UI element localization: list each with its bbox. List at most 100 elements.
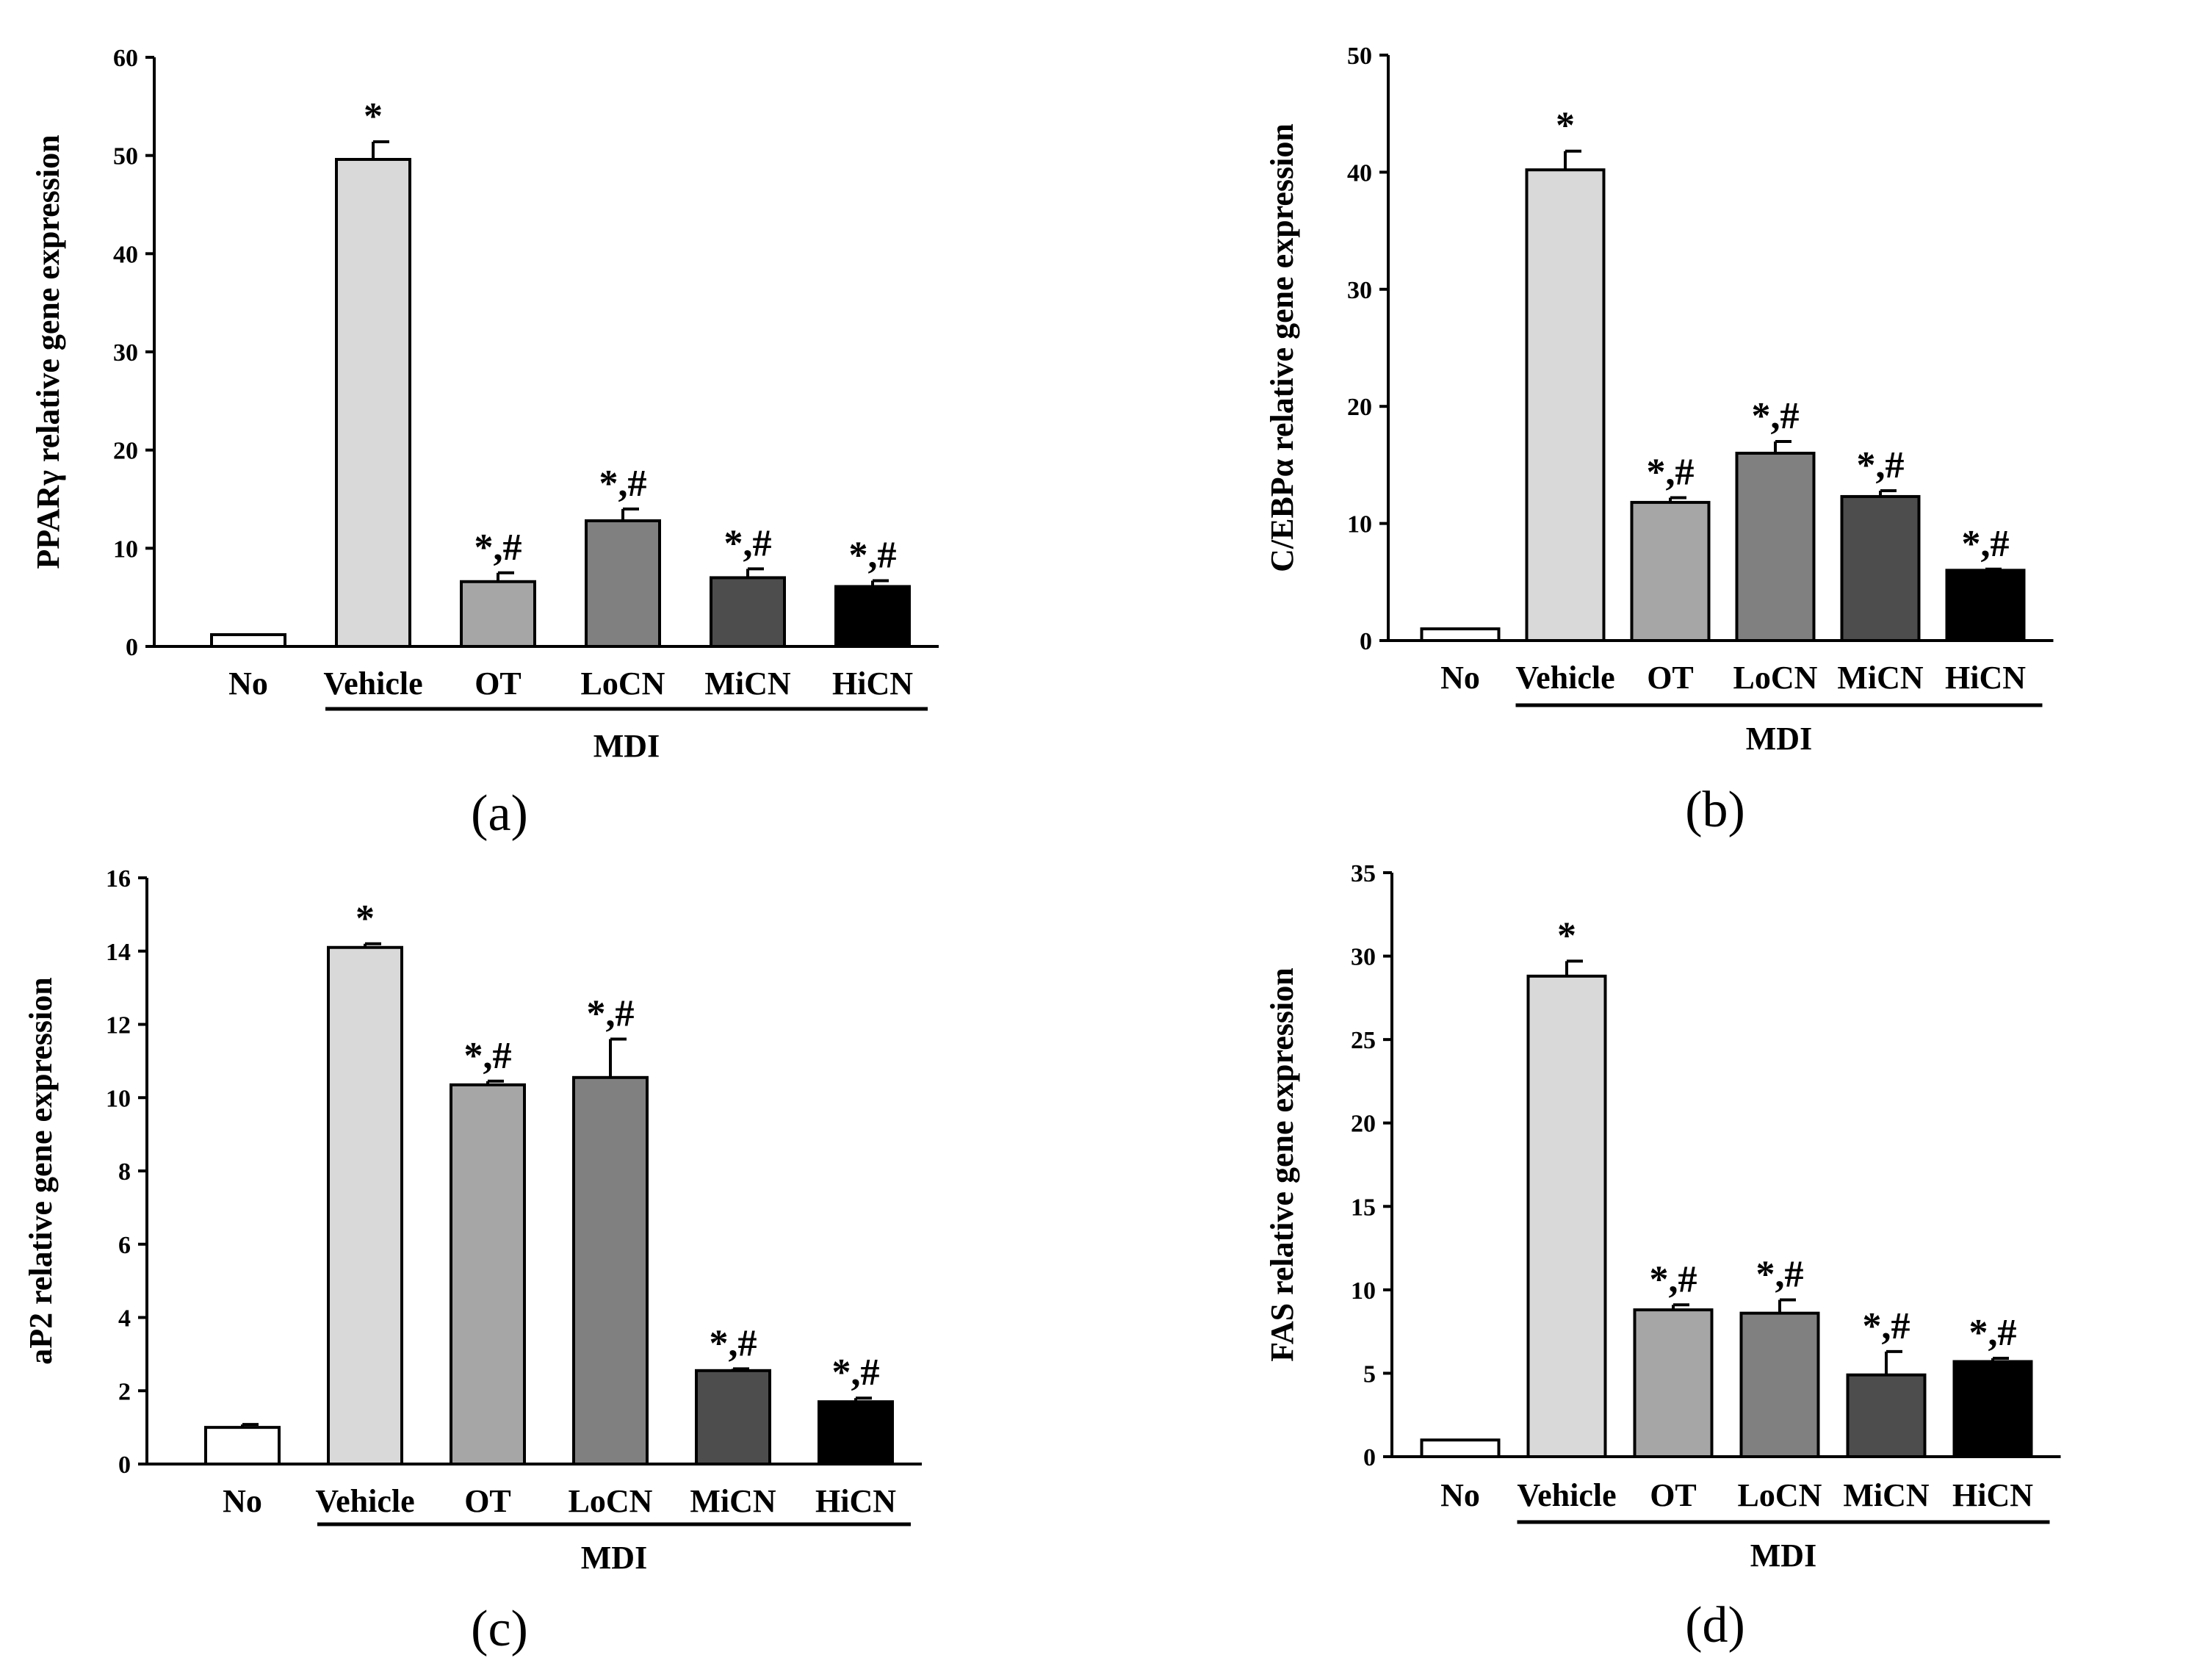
y-tick-label: 14 [106,939,131,966]
bar-vehicle [327,945,403,1466]
y-tick-label: 16 [106,865,131,893]
bar-no [1420,1438,1501,1459]
x-tick-label-locn: LoCN [1738,1477,1822,1513]
y-tick-label: 0 [1363,1444,1376,1471]
chart-panel-b: 0 10 20 30 40 50 C/EBPα relative gene expressi… [1264,43,2054,838]
significance-label: *,# [1969,1312,2017,1354]
significance-label: *,# [1857,444,1905,486]
y-tick-label: 15 [1351,1194,1376,1221]
x-tick-label-ot: OT [474,666,522,702]
y-tick-label: 25 [1351,1027,1376,1054]
bar-ot [1633,1308,1714,1458]
significance-label: *,# [724,522,772,564]
significance-label: *,# [587,992,635,1034]
y-axis-title: PPARγ relative gene expression [30,134,66,569]
x-tick-label-hicn: HiCN [815,1483,896,1519]
bar-vehicle [335,158,411,649]
bar-no [204,1426,281,1466]
bar-locn [585,519,661,649]
y-tick-label: 2 [118,1378,131,1405]
significance-label: *,# [1756,1253,1804,1295]
y-tick-label: 10 [113,536,138,563]
panel-label: (d) [1685,1597,1745,1654]
chart-panel-a: 0 10 20 30 40 50 60 PPARγ relative gene express… [30,45,939,842]
y-tick-label: 60 [113,45,138,72]
x-tick-label-ot: OT [1650,1477,1697,1513]
bar-micn [710,576,786,649]
x-tick-label-no: No [1440,660,1480,696]
x-tick-label-vehicle: Vehicle [315,1483,414,1519]
group-label-mdi: MDI [593,728,660,764]
x-tick-label-no: No [223,1483,262,1519]
significance-label: * [356,898,375,940]
x-tick-label-no: No [228,666,268,702]
panel-label: (b) [1685,782,1745,838]
x-tick-label-micn: MiCN [1837,660,1924,696]
x-tick-label-locn: LoCN [581,666,665,702]
x-tick-label-ot: OT [464,1483,511,1519]
bar-micn [1846,1373,1927,1458]
y-tick-label: 20 [1347,394,1372,421]
y-tick-label: 6 [118,1232,131,1259]
bar-ot [1630,500,1711,643]
bar-vehicle [1526,974,1607,1459]
x-tick-label-hicn: HiCN [832,666,913,702]
x-tick-label-micn: MiCN [704,666,791,702]
x-tick-label-locn: LoCN [569,1483,653,1519]
bar-micn [1840,494,1921,642]
bar-hicn [1952,1360,2033,1458]
bar-no [1420,627,1501,642]
y-tick-label: 0 [118,1452,131,1479]
group-label-mdi: MDI [1750,1537,1816,1573]
bar-hicn [834,585,911,648]
group-label-mdi: MDI [1746,721,1812,757]
significance-label: * [364,95,383,137]
bar-hicn [1945,569,2026,642]
significance-label: * [1556,105,1575,147]
x-tick-label-locn: LoCN [1733,660,1818,696]
significance-label: *,# [710,1322,757,1364]
y-tick-label: 0 [1360,628,1372,655]
y-tick-label: 40 [113,241,138,268]
bar-ot [460,580,536,649]
y-tick-label: 8 [118,1158,131,1186]
x-tick-label-vehicle: Vehicle [1517,1477,1616,1513]
y-tick-label: 12 [106,1012,131,1039]
y-tick-label: 30 [1347,277,1372,304]
panel-label: (c) [471,1601,528,1657]
bar-ot [450,1083,526,1466]
x-tick-label-vehicle: Vehicle [323,666,422,702]
y-tick-label: 5 [1363,1360,1376,1388]
y-tick-label: 40 [1347,159,1372,187]
significance-label: *,# [832,1352,880,1394]
significance-label: *,# [1863,1305,1910,1347]
significance-label: *,# [1647,452,1695,494]
chart-panel-d: 0 5 10 15 20 25 30 35 FAS relative gene expressi… [1264,860,2061,1654]
y-tick-label: 4 [118,1305,131,1333]
y-tick-label: 30 [113,339,138,367]
y-tick-label: 50 [1347,43,1372,70]
bar-locn [1735,451,1816,643]
x-tick-label-micn: MiCN [690,1483,776,1519]
panel-label: (a) [471,785,528,842]
y-tick-label: 30 [1351,944,1376,971]
bar-vehicle [1525,168,1606,643]
y-tick-label: 10 [106,1085,131,1112]
bar-locn [1739,1311,1820,1458]
bar-locn [572,1075,649,1466]
x-tick-label-micn: MiCN [1843,1477,1930,1513]
significance-label: * [1557,915,1576,956]
significance-label: *,# [849,534,897,576]
chart-panel-c: 0 2 4 6 8 10 12 14 16 aP2 relative gene expressio… [23,865,922,1657]
significance-label: *,# [1962,523,2010,565]
y-tick-label: 0 [126,634,138,661]
x-tick-label-vehicle: Vehicle [1515,660,1614,696]
y-tick-label: 50 [113,143,138,170]
y-axis-title: aP2 relative gene expression [23,977,59,1365]
x-tick-label-hicn: HiCN [1952,1477,2033,1513]
y-tick-label: 10 [1351,1277,1376,1305]
x-tick-label-hicn: HiCN [1945,660,2026,696]
significance-label: *,# [599,463,647,505]
